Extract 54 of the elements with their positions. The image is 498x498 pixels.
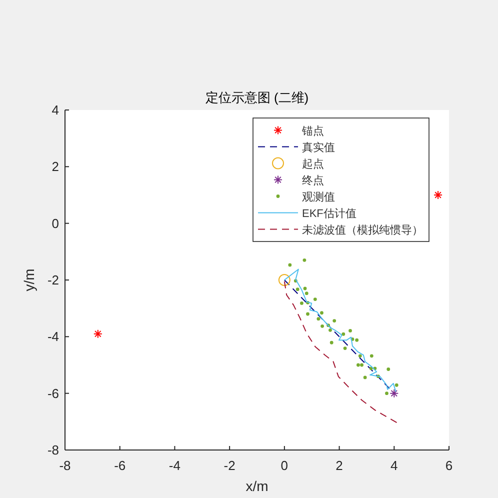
y-tick-label: -8: [47, 442, 59, 458]
legend-label: 锚点: [301, 124, 324, 138]
x-tick-label: 0: [280, 458, 288, 473]
point: [358, 354, 362, 358]
point: [356, 363, 360, 367]
point: [386, 368, 390, 371]
legend-label: 终点: [302, 174, 324, 187]
point: [304, 292, 308, 296]
point: [394, 383, 398, 387]
point: [332, 319, 336, 322]
x-tick-label: -4: [168, 458, 180, 473]
y-tick-label: -4: [47, 329, 59, 344]
point: [320, 324, 324, 328]
y-tick-label: -6: [47, 386, 59, 401]
point: [316, 317, 320, 321]
legend-label: 起点: [302, 157, 324, 170]
point: [390, 388, 399, 398]
point: [313, 298, 317, 301]
point: [320, 311, 324, 315]
legend-label: 观测值: [302, 191, 335, 204]
point: [302, 258, 306, 262]
point: [385, 392, 388, 396]
y-tick-label: -2: [47, 272, 59, 288]
x-axis-title: x/m: [246, 478, 268, 494]
chart-title: 定位示意图 (二维): [205, 90, 309, 105]
x-tick-label: 2: [336, 458, 343, 473]
point: [330, 340, 334, 344]
x-tick-label: -6: [114, 458, 126, 473]
legend-label: EKF估计值: [302, 206, 356, 220]
point: [343, 346, 347, 350]
legend-label: 真实值: [302, 140, 335, 154]
point: [296, 288, 300, 292]
point: [306, 312, 310, 316]
point: [348, 329, 352, 332]
point: [363, 376, 367, 380]
y-axis-title: y/m: [21, 268, 37, 292]
x-tick-label: 4: [390, 458, 398, 473]
point: [300, 302, 304, 305]
y-tick-label: 4: [52, 102, 59, 118]
point: [434, 190, 443, 200]
point: [303, 286, 307, 290]
x-tick-label: 6: [445, 458, 453, 473]
y-tick-label: 2: [52, 159, 59, 174]
point: [355, 338, 359, 342]
point: [93, 329, 102, 338]
point: [360, 363, 364, 367]
legend-label: 未滤波值（模拟纯惯导）: [302, 223, 423, 236]
point: [288, 263, 292, 267]
point: [278, 274, 290, 286]
point: [342, 332, 346, 336]
y-tick-label: 0: [52, 216, 59, 231]
point: [370, 354, 374, 358]
x-tick-label: -2: [224, 458, 236, 473]
point: [328, 328, 332, 332]
